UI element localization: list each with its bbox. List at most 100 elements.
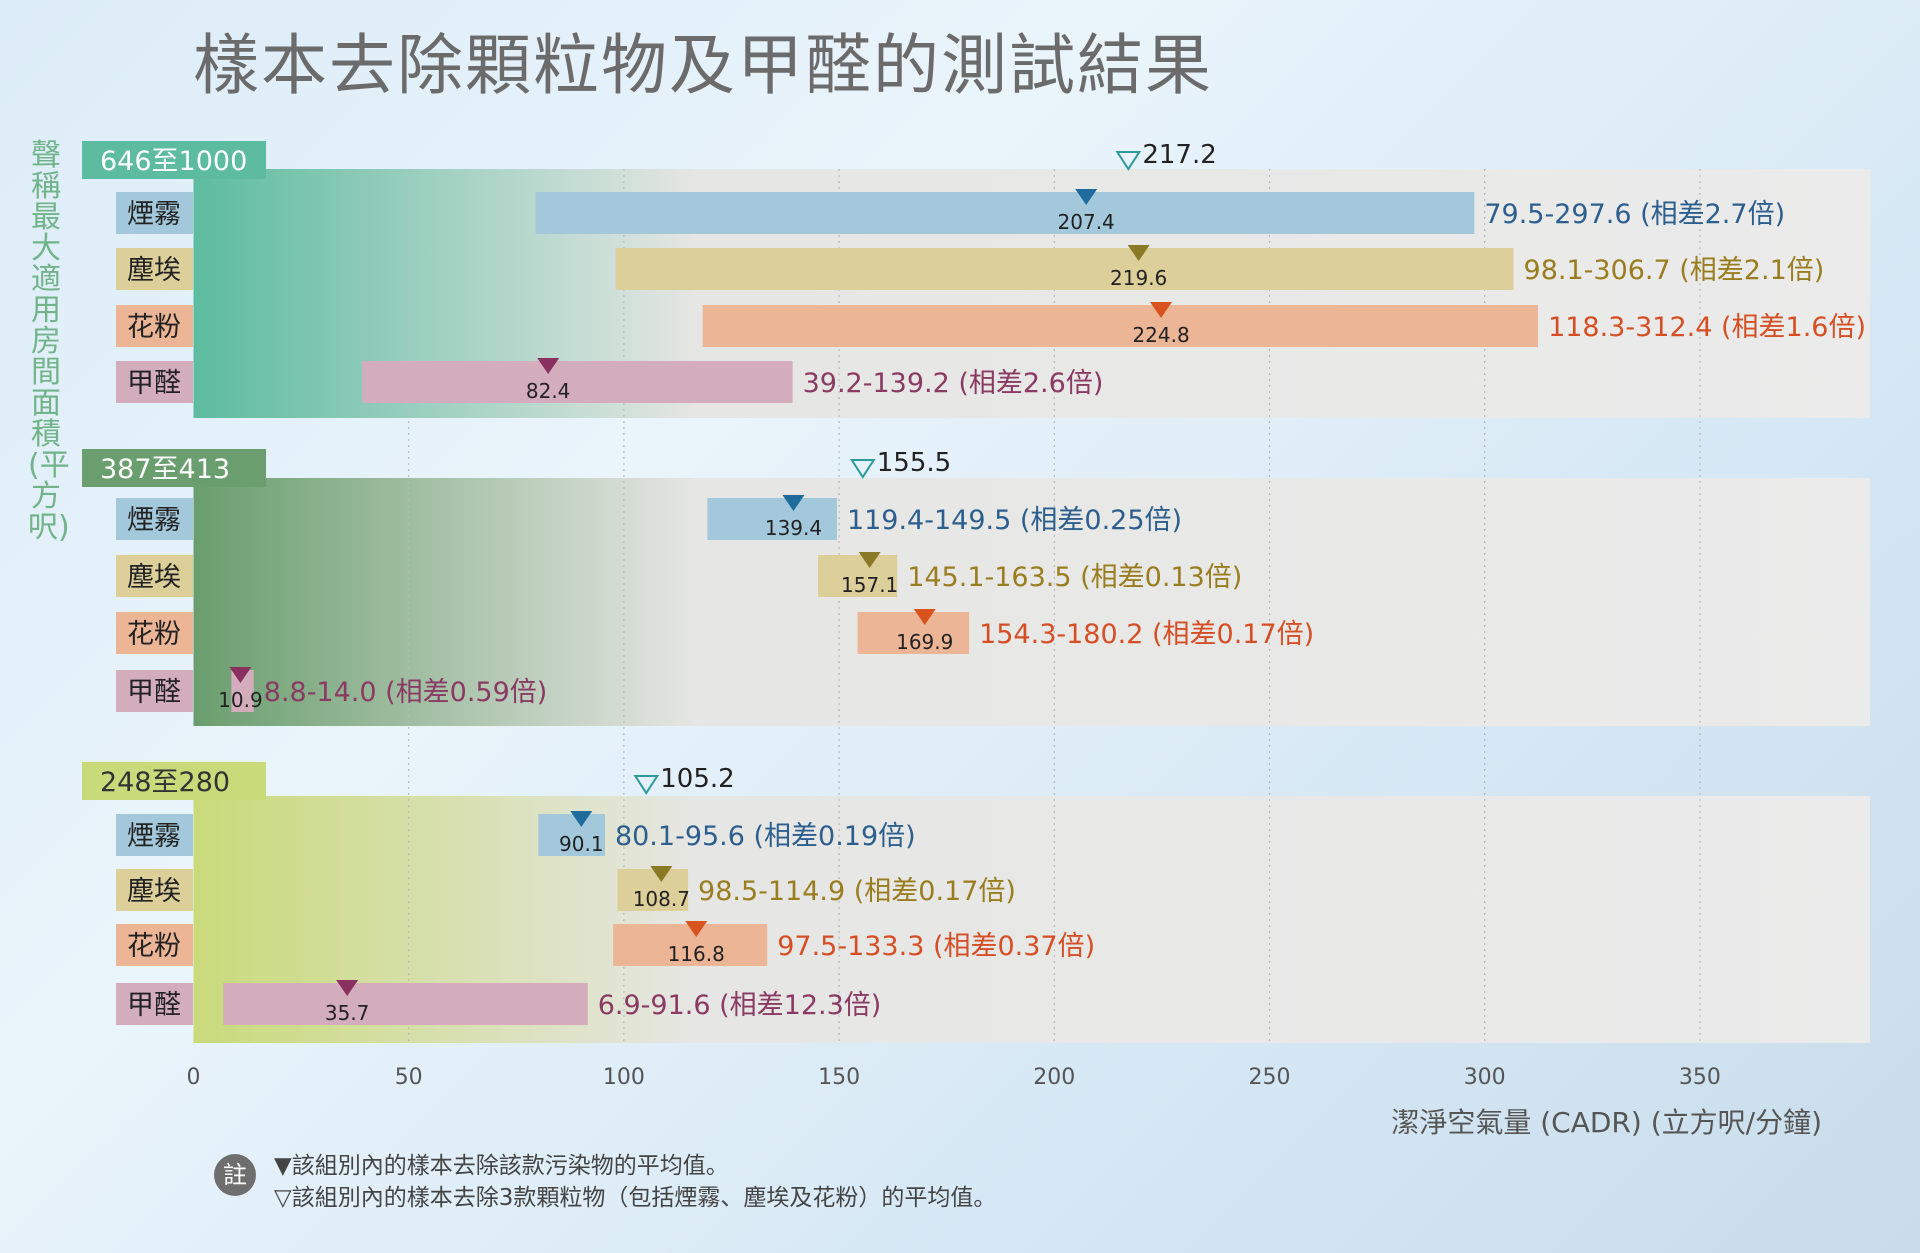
row-label-box	[116, 192, 193, 234]
group-label-box	[82, 141, 266, 179]
overall-average-label: 217.2	[1142, 140, 1216, 170]
range-bar	[535, 192, 1475, 234]
range-label: 6.9-91.6 (相差12.3倍)	[598, 990, 882, 1021]
row-label-box	[116, 814, 193, 856]
average-value-label: 108.7	[633, 887, 690, 911]
row-label: 煙霧	[127, 505, 181, 536]
group-label: 248至280	[100, 767, 230, 798]
row-label-box	[116, 248, 193, 290]
average-value-label: 169.9	[896, 630, 953, 654]
x-tick-label: 250	[1249, 1065, 1291, 1090]
average-value-label: 224.8	[1132, 323, 1189, 347]
group-panel	[193, 478, 1870, 726]
average-marker	[570, 811, 593, 827]
average-marker	[858, 552, 881, 568]
x-tick-label: 300	[1464, 1065, 1506, 1090]
average-marker	[685, 921, 708, 937]
row-label-box	[116, 361, 193, 403]
average-marker	[1075, 189, 1098, 205]
range-label: 154.3-180.2 (相差0.17倍)	[979, 619, 1314, 650]
chart-title: 樣本去除顆粒物及甲醛的測試結果	[193, 27, 1213, 104]
row-label: 塵埃	[127, 876, 181, 907]
overall-average-label: 105.2	[660, 764, 734, 794]
footnote: 註 ▼該組別內的樣本去除該款污染物的平均值。 ▽該組別內的樣本去除3款顆粒物（包…	[214, 1150, 996, 1214]
range-label: 8.8-14.0 (相差0.59倍)	[264, 677, 548, 708]
average-value-label: 139.4	[765, 516, 822, 540]
range-bar	[617, 869, 689, 911]
x-tick-label: 150	[818, 1065, 860, 1090]
average-marker	[913, 609, 936, 625]
average-value-label: 157.1	[841, 573, 898, 597]
row-label: 甲醛	[127, 368, 181, 399]
row-label: 花粉	[127, 312, 181, 343]
average-value-label: 116.8	[668, 942, 725, 966]
row-label: 塵埃	[127, 562, 181, 593]
group-label-box	[82, 449, 266, 487]
row-label: 甲醛	[127, 990, 181, 1021]
range-bar	[613, 924, 768, 966]
row-label: 煙霧	[127, 199, 181, 230]
range-bar	[223, 983, 588, 1025]
range-label: 119.4-149.5 (相差0.25倍)	[847, 505, 1182, 536]
average-marker	[1150, 302, 1173, 318]
range-bar	[538, 814, 605, 856]
range-label: 80.1-95.6 (相差0.19倍)	[615, 821, 916, 852]
range-bar	[857, 612, 970, 654]
row-label-box	[116, 983, 193, 1025]
row-label-box	[116, 869, 193, 911]
overall-average-marker	[1115, 151, 1142, 171]
range-bar	[702, 305, 1539, 347]
x-tick-label: 100	[603, 1065, 645, 1090]
average-marker	[1127, 245, 1150, 261]
row-label-box	[116, 498, 193, 540]
row-label: 花粉	[127, 619, 181, 650]
range-bar	[818, 555, 898, 597]
group-label: 646至1000	[100, 146, 247, 177]
range-label: 79.5-297.6 (相差2.7倍)	[1484, 199, 1785, 230]
row-label-box	[116, 305, 193, 347]
range-label: 98.5-114.9 (相差0.17倍)	[698, 876, 1016, 907]
row-label: 塵埃	[127, 255, 181, 286]
x-tick-label: 200	[1033, 1065, 1075, 1090]
average-value-label: 82.4	[526, 379, 571, 403]
row-label: 煙霧	[127, 821, 181, 852]
row-label-box	[116, 612, 193, 654]
y-axis-label: 聲稱最大適用房間面積(平方呎)	[28, 138, 70, 545]
row-label-box	[116, 555, 193, 597]
range-label: 98.1-306.7 (相差2.1倍)	[1524, 255, 1825, 286]
overall-average-marker	[633, 775, 660, 795]
average-marker	[782, 495, 805, 511]
range-label: 145.1-163.5 (相差0.13倍)	[907, 562, 1242, 593]
range-bar	[615, 248, 1514, 290]
average-value-label: 90.1	[559, 832, 604, 856]
note-line-overall-avg: ▽該組別內的樣本去除3款顆粒物（包括煙霧、塵埃及花粉）的平均值。	[274, 1185, 997, 1211]
range-label: 97.5-133.3 (相差0.37倍)	[777, 931, 1095, 962]
x-tick-label: 50	[395, 1065, 423, 1090]
average-marker	[229, 667, 252, 683]
average-marker	[537, 358, 560, 374]
range-bar	[362, 361, 793, 403]
range-bar	[231, 670, 254, 712]
note-line-avg: ▼該組別內的樣本去除該款污染物的平均值。	[274, 1153, 729, 1179]
overall-average-label: 155.5	[877, 448, 951, 478]
range-label: 118.3-312.4 (相差1.6倍)	[1548, 312, 1866, 343]
row-label-box	[116, 924, 193, 966]
range-label: 39.2-139.2 (相差2.6倍)	[803, 368, 1104, 399]
average-value-label: 10.9	[218, 688, 263, 712]
average-value-label: 35.7	[325, 1001, 370, 1025]
average-marker	[336, 980, 359, 996]
overall-average-marker	[849, 459, 876, 479]
row-label: 花粉	[127, 931, 181, 962]
average-marker	[650, 866, 673, 882]
average-value-label: 207.4	[1058, 210, 1115, 234]
group-label: 387至413	[100, 454, 230, 485]
average-value-label: 219.6	[1110, 266, 1167, 290]
group-label-box	[82, 762, 266, 800]
row-label-box	[116, 670, 193, 712]
x-tick-label: 0	[187, 1065, 201, 1090]
note-icon: 註	[214, 1154, 256, 1196]
range-bar	[707, 498, 837, 540]
x-axis-label: 潔淨空氣量 (CADR) (立方呎/分鐘)	[1391, 1106, 1822, 1139]
row-label: 甲醛	[127, 677, 181, 708]
